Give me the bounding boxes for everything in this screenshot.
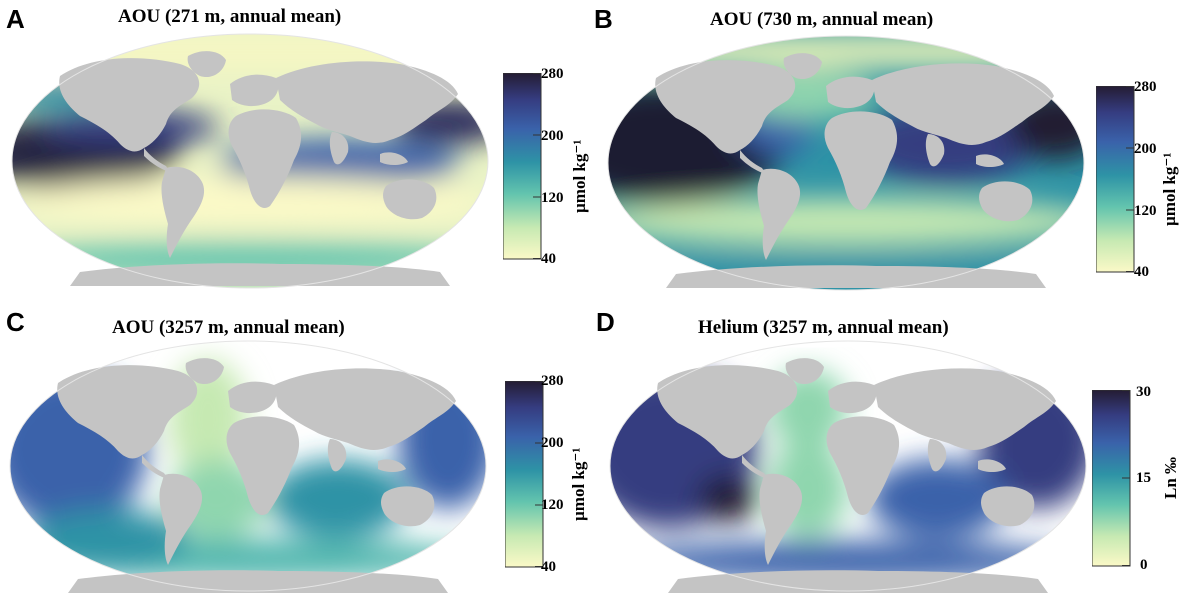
colorbar-tick: 40 xyxy=(1134,264,1149,280)
colorbar-unit: µmol kg⁻¹ xyxy=(569,447,588,521)
panel-title: Helium (3257 m, annual mean) xyxy=(698,317,949,338)
colorbar-tick: 280 xyxy=(541,66,564,82)
panel-d: D Helium (3257 m, annual mean) 30 15 0 L xyxy=(592,299,1183,597)
colorbar-tick: 40 xyxy=(541,251,556,267)
colorbar-tick: 280 xyxy=(541,373,564,389)
colorbar-tick: 200 xyxy=(541,128,564,144)
colorbar-tick: 120 xyxy=(541,497,564,513)
colorbar xyxy=(1092,390,1131,567)
colorbar xyxy=(503,73,542,260)
colorbar xyxy=(1096,86,1135,273)
ocean-map xyxy=(9,340,487,593)
panel-letter: C xyxy=(6,307,25,337)
panel-letter: B xyxy=(594,4,613,34)
colorbar-unit: µmol kg⁻¹ xyxy=(1160,152,1179,226)
colorbar-tick: 40 xyxy=(541,559,556,575)
colorbar-tick: 15 xyxy=(1136,470,1151,486)
colorbar-tick: 120 xyxy=(1134,203,1157,219)
colorbar-tick: 280 xyxy=(1134,79,1157,95)
ocean-map xyxy=(607,35,1085,291)
colorbar-tick: 200 xyxy=(541,435,564,451)
panel-title: AOU (3257 m, annual mean) xyxy=(112,317,345,338)
colorbar-unit: µmol kg⁻¹ xyxy=(570,139,589,213)
panel-title: AOU (271 m, annual mean) xyxy=(118,6,342,27)
colorbar-unit: Ln ‰ xyxy=(1161,456,1180,499)
ocean-map xyxy=(11,33,489,289)
panel-letter: A xyxy=(6,4,25,34)
colorbar xyxy=(505,381,544,568)
panel-title: AOU (730 m, annual mean) xyxy=(710,9,934,30)
colorbar-tick: 0 xyxy=(1140,557,1148,573)
panel-c: C AOU (3257 m, annual mean) 280 200 120 xyxy=(0,299,591,597)
colorbar-tick: 120 xyxy=(541,190,564,206)
panel-a: A AOU (271 m, annual mean) 280 200 xyxy=(0,0,591,298)
ocean-map xyxy=(609,340,1087,593)
colorbar-tick: 200 xyxy=(1134,141,1157,157)
panel-b: B AOU (730 m, annual mean) 280 200 xyxy=(592,0,1183,298)
panel-letter: D xyxy=(596,307,615,337)
colorbar-tick: 30 xyxy=(1136,384,1151,400)
